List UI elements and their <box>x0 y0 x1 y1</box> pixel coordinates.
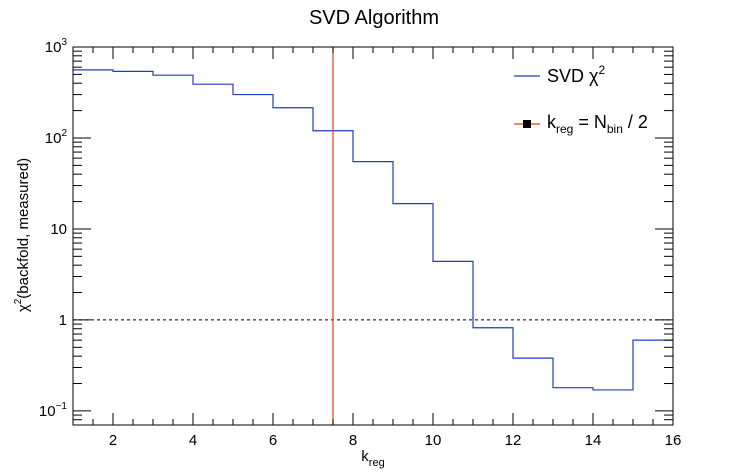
y-tick-label: 10−1 <box>39 401 68 420</box>
legend-label-kreg-k: k <box>547 112 557 132</box>
y-tick-label: 10 <box>50 221 67 238</box>
y-tick-label-exp: 2 <box>61 128 67 139</box>
y-tick-label-base: 10 <box>39 403 56 420</box>
legend-label-kreg-eq: = N <box>573 112 607 132</box>
x-tick-label: 2 <box>109 432 117 449</box>
x-axis-label-sub: reg <box>369 457 385 469</box>
legend-label-kreg-nsub: bin <box>607 122 623 136</box>
x-tick-label: 4 <box>189 432 197 449</box>
legend-label-kreg-tail: / 2 <box>623 112 648 132</box>
legend-label-svd-base: SVD χ <box>547 66 599 86</box>
legend-label-svd-sup: 2 <box>598 63 605 77</box>
x-axis-label-base: k <box>361 448 369 465</box>
legend-label-kreg: kreg = Nbin / 2 <box>547 112 648 136</box>
y-tick-label-base: 10 <box>50 221 67 238</box>
y-tick-label-exp: 3 <box>61 37 67 48</box>
legend-swatch-kreg-marker <box>523 120 531 128</box>
y-axis-label-symbol: χ <box>15 304 32 312</box>
y-axis-label-sup: 2 <box>13 298 24 304</box>
x-tick-label: 6 <box>269 432 277 449</box>
legend-label-kreg-sub: reg <box>556 122 573 136</box>
legend-label-svd: SVD χ2 <box>547 63 605 86</box>
x-tick-label: 16 <box>665 432 682 449</box>
y-tick-label-base: 1 <box>59 312 67 329</box>
legend: SVD χ2 kreg = Nbin / 2 <box>514 63 648 136</box>
y-axis-label-rest: (backfold, measured) <box>15 158 32 299</box>
y-tick-label-base: 10 <box>45 130 62 147</box>
x-tick-label: 14 <box>585 432 602 449</box>
chart-title: SVD Algorithm <box>309 7 439 29</box>
y-tick-label-base: 10 <box>45 39 62 56</box>
x-axis-label: kreg <box>361 448 384 469</box>
x-axis-ticks: 2 4 6 8 10 12 14 16 <box>72 47 682 449</box>
y-axis-label: χ2(backfold, measured) <box>13 158 32 312</box>
x-tick-label: 10 <box>425 432 442 449</box>
x-tick-label: 8 <box>349 432 357 449</box>
y-tick-label: 1 <box>59 312 67 329</box>
y-tick-label-exp: −1 <box>56 401 68 412</box>
series-svd-step-line <box>73 69 673 391</box>
y-tick-label: 103 <box>45 37 68 56</box>
x-tick-label: 12 <box>505 432 522 449</box>
y-tick-label: 102 <box>45 128 68 147</box>
